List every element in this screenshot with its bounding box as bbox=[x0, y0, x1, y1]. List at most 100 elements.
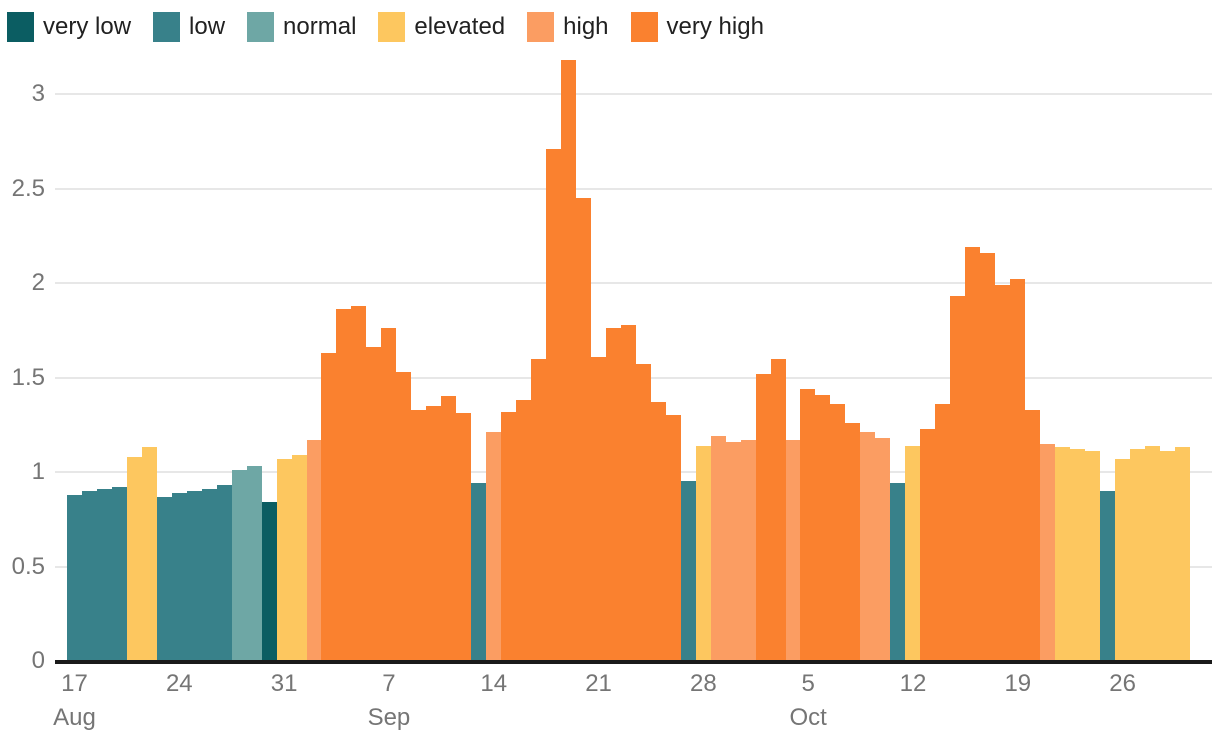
bar[interactable] bbox=[501, 412, 517, 661]
bar[interactable] bbox=[935, 404, 951, 661]
bar[interactable] bbox=[575, 198, 591, 661]
gridline bbox=[55, 282, 1212, 284]
bar[interactable] bbox=[531, 359, 546, 661]
legend-label: high bbox=[563, 13, 609, 40]
bar[interactable] bbox=[441, 396, 457, 661]
legend-item-elevated[interactable]: elevated bbox=[378, 12, 505, 42]
bar[interactable] bbox=[905, 446, 921, 661]
bar[interactable] bbox=[81, 491, 97, 661]
legend-item-normal[interactable]: normal bbox=[247, 12, 356, 42]
bar[interactable] bbox=[920, 429, 936, 661]
bar[interactable] bbox=[995, 285, 1011, 661]
bar[interactable] bbox=[171, 493, 187, 661]
bar[interactable] bbox=[186, 491, 202, 661]
y-tick-label: 1 bbox=[31, 458, 45, 485]
bar[interactable] bbox=[426, 406, 442, 661]
bar[interactable] bbox=[411, 410, 427, 661]
bar[interactable] bbox=[875, 438, 891, 661]
bar[interactable] bbox=[261, 502, 277, 661]
bar[interactable] bbox=[126, 457, 142, 661]
bar[interactable] bbox=[291, 455, 307, 661]
bar[interactable] bbox=[1010, 279, 1025, 661]
x-tick-label: 14 bbox=[480, 670, 508, 697]
bar[interactable] bbox=[845, 423, 861, 661]
bar[interactable] bbox=[830, 404, 846, 661]
bar[interactable] bbox=[1129, 449, 1145, 661]
bar[interactable] bbox=[665, 415, 681, 661]
y-tick-label: 2 bbox=[31, 269, 45, 296]
x-axis-line bbox=[55, 660, 1212, 664]
bar[interactable] bbox=[650, 402, 666, 661]
bar[interactable] bbox=[231, 470, 247, 661]
bar[interactable] bbox=[695, 446, 711, 661]
bar[interactable] bbox=[1159, 451, 1175, 661]
bar[interactable] bbox=[156, 497, 172, 661]
x-tick-label: 7 bbox=[382, 670, 396, 697]
bar[interactable] bbox=[546, 149, 561, 661]
bar[interactable] bbox=[1025, 410, 1040, 661]
y-tick-label: 3 bbox=[31, 80, 45, 107]
bar[interactable] bbox=[800, 389, 816, 661]
bar[interactable] bbox=[710, 436, 726, 661]
bar[interactable] bbox=[67, 495, 82, 661]
bar[interactable] bbox=[590, 357, 606, 661]
legend-swatch-icon bbox=[7, 12, 34, 42]
legend-item-very-high[interactable]: very high bbox=[630, 12, 764, 42]
bar[interactable] bbox=[396, 372, 412, 661]
x-tick-label: 26 bbox=[1109, 670, 1136, 697]
bar[interactable] bbox=[725, 442, 741, 661]
bar[interactable] bbox=[785, 440, 801, 661]
legend-item-low[interactable]: low bbox=[153, 12, 225, 42]
y-tick-label: 0 bbox=[31, 647, 45, 674]
legend-label: elevated bbox=[414, 13, 506, 40]
x-tick-label: 17 bbox=[61, 670, 88, 697]
bar[interactable] bbox=[96, 489, 112, 661]
bar[interactable] bbox=[980, 253, 996, 661]
bar[interactable] bbox=[216, 485, 232, 661]
bar[interactable] bbox=[680, 481, 696, 661]
bar[interactable] bbox=[755, 374, 771, 661]
bar[interactable] bbox=[740, 440, 756, 661]
bar[interactable] bbox=[321, 353, 337, 661]
bar[interactable] bbox=[890, 483, 906, 661]
bar[interactable] bbox=[860, 432, 876, 661]
bar[interactable] bbox=[560, 60, 576, 661]
legend-item-very-low[interactable]: very low bbox=[7, 12, 131, 42]
bar[interactable] bbox=[1054, 447, 1070, 661]
bar[interactable] bbox=[111, 487, 127, 661]
bar[interactable] bbox=[516, 400, 532, 661]
x-month-label: Aug bbox=[53, 704, 96, 731]
bar[interactable] bbox=[1114, 459, 1130, 661]
bar[interactable] bbox=[351, 306, 367, 661]
bar[interactable] bbox=[471, 483, 487, 661]
bar[interactable] bbox=[1084, 451, 1100, 661]
bar[interactable] bbox=[635, 364, 651, 661]
bar[interactable] bbox=[456, 413, 472, 661]
bar[interactable] bbox=[815, 395, 831, 661]
bar[interactable] bbox=[276, 459, 292, 661]
bar[interactable] bbox=[605, 328, 621, 661]
bar[interactable] bbox=[1174, 447, 1190, 661]
legend-item-high[interactable]: high bbox=[527, 12, 609, 42]
bar[interactable] bbox=[1144, 446, 1160, 661]
bar[interactable] bbox=[1039, 444, 1055, 661]
bar[interactable] bbox=[381, 328, 397, 661]
legend-swatch-icon bbox=[527, 12, 555, 42]
legend-label: normal bbox=[283, 13, 357, 40]
bar[interactable] bbox=[965, 247, 981, 661]
bar[interactable] bbox=[336, 309, 352, 661]
bar[interactable] bbox=[620, 325, 636, 661]
bar[interactable] bbox=[201, 489, 217, 661]
bar[interactable] bbox=[306, 440, 322, 661]
legend-swatch-icon bbox=[153, 12, 181, 42]
bar[interactable] bbox=[770, 359, 786, 661]
bar[interactable] bbox=[366, 347, 382, 661]
bar[interactable] bbox=[486, 432, 502, 661]
legend-label: very high bbox=[666, 13, 764, 40]
bar[interactable] bbox=[950, 296, 966, 661]
bar[interactable] bbox=[1069, 449, 1085, 661]
bar[interactable] bbox=[246, 466, 262, 661]
bar[interactable] bbox=[1099, 491, 1115, 661]
bar[interactable] bbox=[141, 447, 157, 661]
